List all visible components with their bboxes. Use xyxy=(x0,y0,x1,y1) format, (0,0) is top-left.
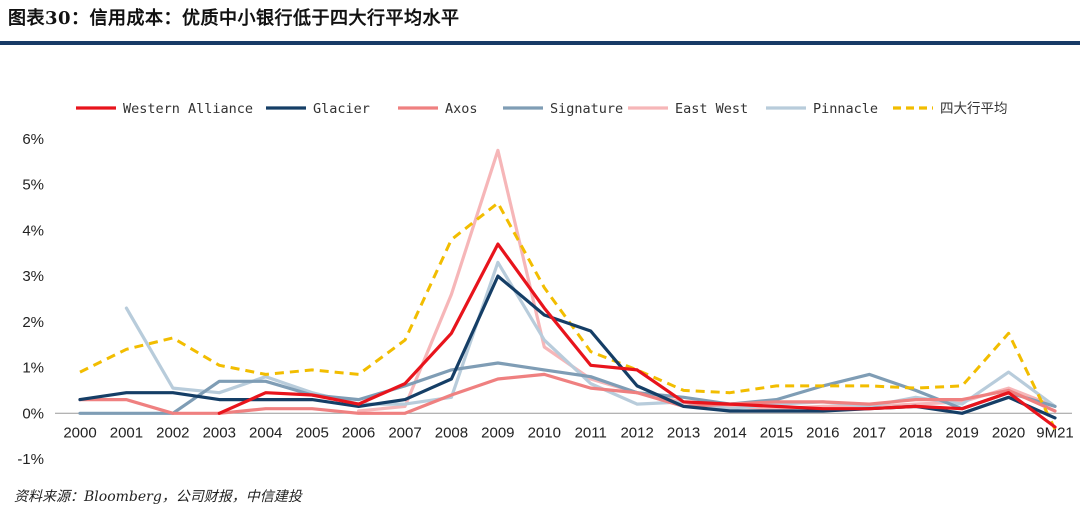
x-tick-label: 2005 xyxy=(295,424,328,441)
x-tick-label: 2004 xyxy=(249,424,282,441)
x-tick-label: 2009 xyxy=(481,424,514,441)
legend-label: Axos xyxy=(445,101,478,117)
legend-label: Western Alliance xyxy=(123,101,253,117)
x-tick-label: 2011 xyxy=(575,424,607,441)
x-tick-label: 2008 xyxy=(435,424,468,441)
x-tick-label: 2001 xyxy=(110,424,143,441)
chart-legend: Western Alliance Glacier Axos Signature East… xyxy=(76,101,1008,117)
x-axis: 2000 2001 2002 2003 2004 2005 2006 2007 2008 2009… xyxy=(55,412,1074,441)
x-tick-label: 2003 xyxy=(203,424,236,441)
x-tick-label: 2015 xyxy=(760,424,793,441)
x-tick-label: 2013 xyxy=(667,424,700,441)
y-tick-label: 5% xyxy=(22,177,44,194)
x-tick-label: 2016 xyxy=(806,424,839,441)
x-tick-label: 2017 xyxy=(853,424,886,441)
y-tick-label: 3% xyxy=(22,268,44,285)
x-tick-label: 2002 xyxy=(156,424,189,441)
legend-label: 四大行平均 xyxy=(940,101,1008,117)
x-tick-label: 2018 xyxy=(899,424,932,441)
series-line xyxy=(217,242,1057,429)
y-axis: -1% 0% 1% 2% 3% 4% 5% 6% xyxy=(17,131,44,468)
series-line xyxy=(78,274,1057,420)
series-line xyxy=(78,372,1057,415)
x-tick-label: 2000 xyxy=(63,424,96,441)
chart-title: 图表30：信用成本：优质中小银行低于四大行平均水平 xyxy=(8,8,460,29)
y-tick-label: -1% xyxy=(17,451,44,468)
series-line xyxy=(357,148,1057,413)
y-tick-label: 4% xyxy=(22,222,44,239)
series-line xyxy=(78,361,1057,415)
x-tick-label: 2019 xyxy=(945,424,978,441)
legend-label: Glacier xyxy=(313,101,370,117)
y-tick-label: 6% xyxy=(22,131,44,148)
legend-label: East West xyxy=(675,101,748,117)
x-tick-label: 2012 xyxy=(620,424,653,441)
x-tick-label: 2006 xyxy=(342,424,375,441)
title-divider xyxy=(0,41,1080,45)
x-tick-label: 2020 xyxy=(992,424,1025,441)
x-tick-label: 2010 xyxy=(528,424,561,441)
legend-label: Signature xyxy=(550,101,623,117)
legend-label: Pinnacle xyxy=(813,101,878,117)
plot-area xyxy=(78,148,1057,430)
x-tick-label: 2014 xyxy=(713,424,746,441)
series-line xyxy=(79,201,1057,430)
y-tick-label: 0% xyxy=(22,405,44,422)
x-tick-label: 9M21 xyxy=(1036,424,1074,441)
y-tick-label: 1% xyxy=(22,360,44,377)
source-note: 资料来源：Bloomberg，公司财报，中信建投 xyxy=(14,489,302,505)
x-tick-label: 2007 xyxy=(388,424,421,441)
y-tick-label: 2% xyxy=(22,314,44,331)
